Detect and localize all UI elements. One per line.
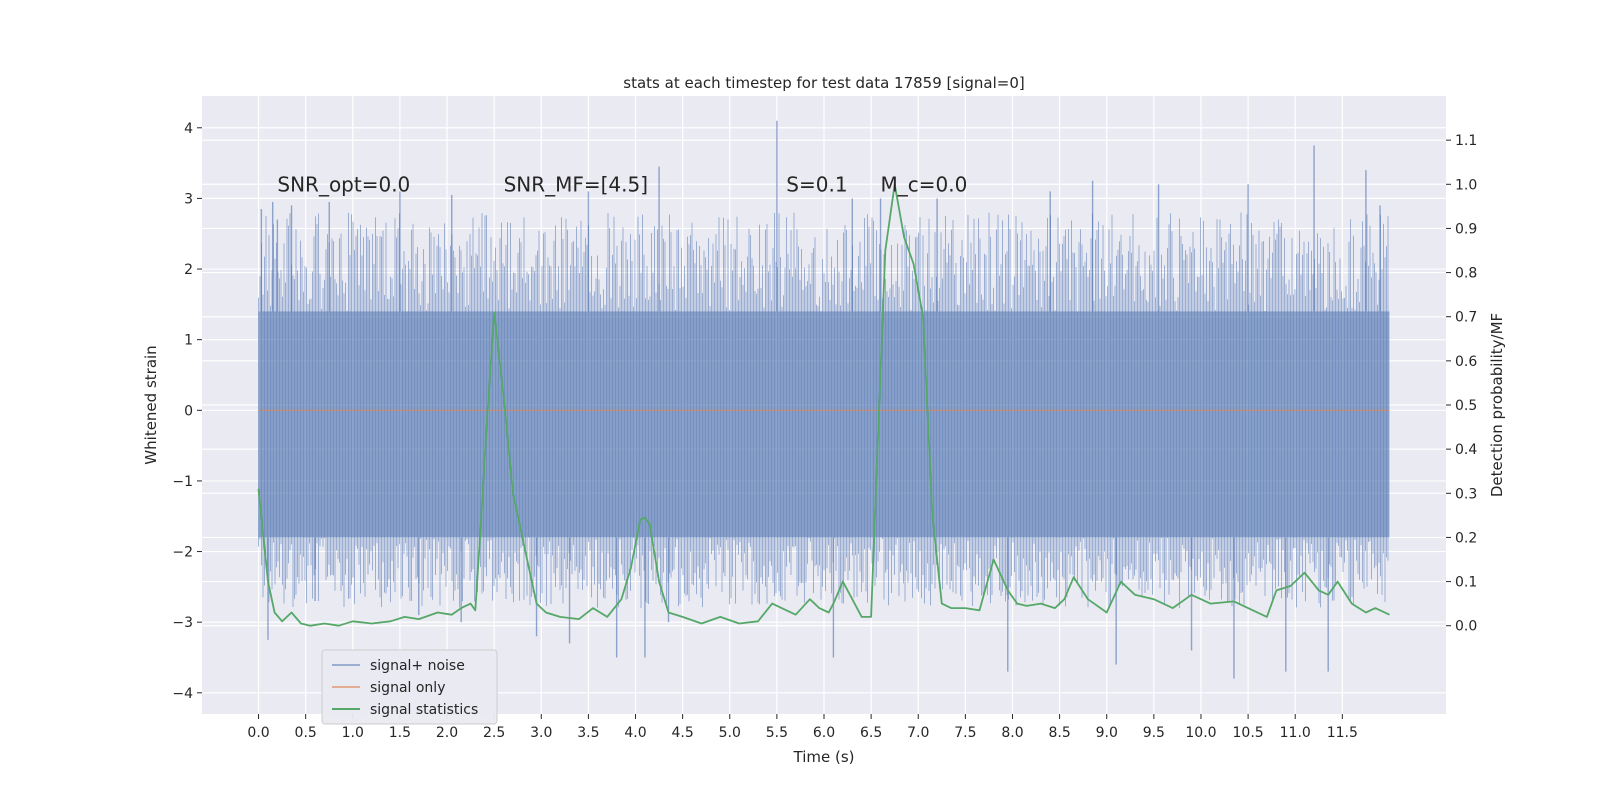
x-tick-label: 11.0 <box>1280 725 1311 741</box>
x-tick-label: 2.0 <box>436 725 458 741</box>
x-tick-label: 0.0 <box>247 725 269 741</box>
y2-tick-label: 1.1 <box>1455 133 1477 149</box>
x-tick-label: 1.0 <box>342 725 364 741</box>
y-tick-label: −3 <box>172 615 193 631</box>
y-tick-label: 0 <box>184 403 193 419</box>
ticks: 0.0 0.5 1.0 1.5 2.0 2.5 3.0 3.5 4.0 4.5 5.0 5.5 6.0 6… <box>172 121 1477 741</box>
x-tick-label: 3.5 <box>577 725 599 741</box>
x-tick-label: 8.5 <box>1048 725 1070 741</box>
x-tick-label: 6.0 <box>813 725 835 741</box>
x-tick-label: 10.0 <box>1185 725 1216 741</box>
y-tick-label: 2 <box>184 262 193 278</box>
annotation-text: SNR_MF=[4.5] <box>504 172 648 196</box>
plot-area <box>257 120 1390 679</box>
y2-tick-label: 0.6 <box>1455 354 1477 370</box>
y2-axis-label: Detection probability/MF <box>1488 313 1506 497</box>
signal-noise-texture <box>258 212 1389 608</box>
y2-tick-label: 0.5 <box>1455 398 1477 414</box>
x-tick-label: 7.5 <box>954 725 976 741</box>
annotation-text: M_c=0.0 <box>881 172 968 196</box>
x-tick-label: 2.5 <box>483 725 505 741</box>
x-axis-label: Time (s) <box>793 748 855 766</box>
x-tick-label: 8.0 <box>1001 725 1023 741</box>
y2-tick-label: 0.7 <box>1455 310 1477 326</box>
legend-label-signal-only: signal only <box>370 680 445 696</box>
y-tick-label: 4 <box>184 121 193 137</box>
y2-tick-label: 0.3 <box>1455 486 1477 502</box>
series-signal-noise <box>258 120 1390 679</box>
y-tick-label: 3 <box>184 191 193 207</box>
x-tick-label: 6.5 <box>860 725 882 741</box>
y-tick-label: −1 <box>172 474 193 490</box>
y2-tick-label: 0.1 <box>1455 575 1477 591</box>
legend-box <box>321 649 498 725</box>
x-tick-label: 9.5 <box>1143 725 1165 741</box>
y2-tick-label: 0.8 <box>1455 266 1477 282</box>
y2-tick-label: 0.9 <box>1455 221 1477 237</box>
legend-label-signal-statistics: signal statistics <box>370 702 478 718</box>
legend: signal+ noise signal only signal statist… <box>321 649 498 725</box>
y2-tick-label: 0.0 <box>1455 619 1477 635</box>
x-tick-label: 11.5 <box>1327 725 1358 741</box>
y-tick-label: 1 <box>184 333 193 349</box>
annotation-text: SNR_opt=0.0 <box>277 172 410 196</box>
annotation-text: S=0.1 <box>786 172 847 196</box>
x-tick-label: 4.5 <box>672 725 694 741</box>
x-tick-label: 5.0 <box>719 725 741 741</box>
y2-tick-label: 0.4 <box>1455 442 1477 458</box>
x-tick-label: 3.0 <box>530 725 552 741</box>
x-tick-label: 9.0 <box>1096 725 1118 741</box>
x-tick-label: 10.5 <box>1233 725 1264 741</box>
annotations: SNR_opt=0.0 SNR_MF=[4.5] S=0.1 M_c=0.0 <box>277 172 967 196</box>
x-tick-label: 4.0 <box>624 725 646 741</box>
legend-label-signal-noise: signal+ noise <box>370 658 465 674</box>
x-tick-label: 7.0 <box>907 725 929 741</box>
y2-tick-label: 1.0 <box>1455 177 1477 193</box>
x-tick-label: 1.5 <box>389 725 411 741</box>
y-axis-label: Whitened strain <box>142 345 160 464</box>
x-tick-label: 0.5 <box>295 725 317 741</box>
x-tick-label: 5.5 <box>766 725 788 741</box>
y-tick-label: −2 <box>172 545 193 561</box>
y2-tick-label: 0.2 <box>1455 530 1477 546</box>
chart-title: stats at each timestep for test data 178… <box>623 74 1024 92</box>
y-tick-label: −4 <box>172 686 193 702</box>
series-signal-statistics <box>257 183 1390 627</box>
